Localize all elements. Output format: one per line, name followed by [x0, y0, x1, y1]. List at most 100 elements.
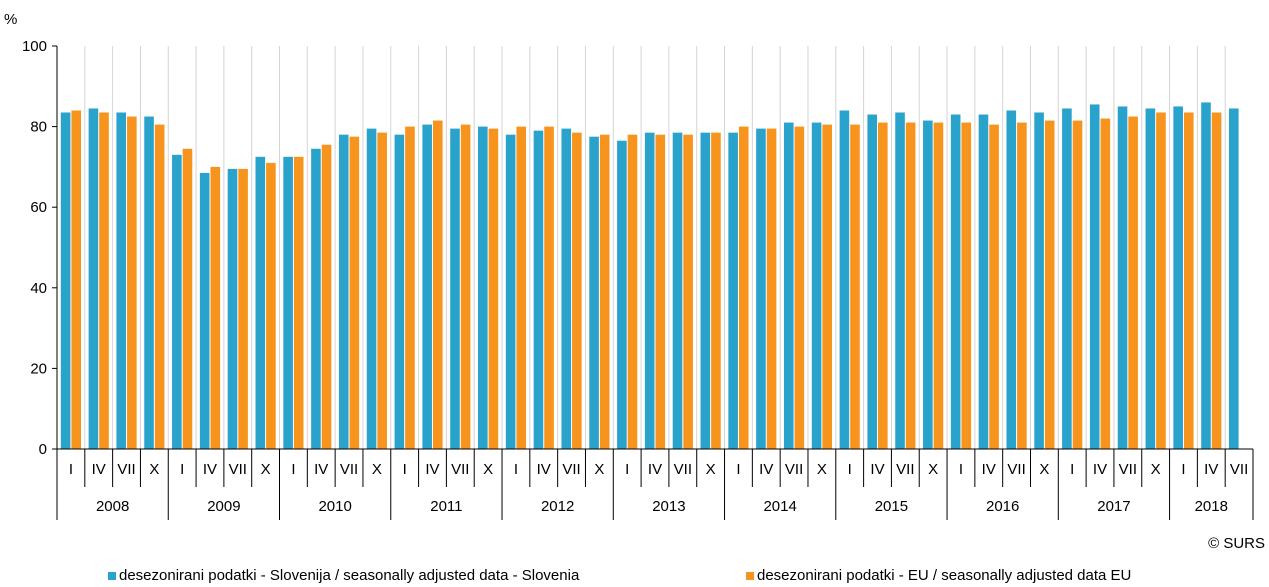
bar-slovenia	[589, 136, 599, 450]
bar-eu	[210, 166, 221, 449]
legend-item-slovenia: desezonirani podatki - Slovenija / seaso…	[108, 568, 579, 584]
x-tick-label-quarter: X	[1039, 461, 1049, 478]
bar-eu	[989, 124, 999, 450]
y-axis-unit-label: %	[4, 11, 17, 28]
bar-slovenia	[756, 128, 766, 450]
bar-slovenia	[700, 132, 711, 449]
x-tick-label-year: 2009	[207, 498, 240, 515]
x-tick-label-quarter: I	[848, 461, 852, 478]
x-tick-label-quarter: I	[69, 461, 73, 478]
bar-slovenia	[450, 128, 460, 450]
x-tick-label-quarter: I	[959, 461, 963, 478]
axes: 0 20 40 60 80 100% I IV VII X I IV VII X I IV VII X I IV VII…	[4, 11, 1254, 520]
bar-slovenia	[811, 122, 822, 449]
bar-eu	[1100, 118, 1111, 449]
bar-eu	[599, 134, 610, 449]
x-tick-label-quarter: VII	[562, 461, 580, 478]
bar-slovenia	[1145, 108, 1156, 449]
x-tick-label-year: 2015	[875, 498, 908, 515]
source-credit: © SURS	[1208, 535, 1265, 552]
x-tick-label-quarter: IV	[870, 461, 884, 478]
bar-eu	[516, 126, 527, 449]
bar-slovenia	[728, 132, 738, 449]
bar-slovenia	[1228, 108, 1239, 449]
x-tick-label-quarter: VII	[785, 461, 803, 478]
bar-eu	[822, 124, 832, 450]
x-tick-label-quarter: VII	[896, 461, 914, 478]
legend-swatch-slovenia	[108, 572, 116, 580]
bar-eu	[1183, 112, 1194, 450]
x-tick-label-year: 2017	[1097, 498, 1130, 515]
x-tick-label-year: 2014	[763, 498, 796, 515]
x-tick-label-quarter: X	[483, 461, 493, 478]
x-tick-label-quarter: X	[372, 461, 382, 478]
bar-eu	[460, 124, 471, 450]
bar-eu	[961, 122, 972, 449]
x-tick-label-quarter: IV	[759, 461, 773, 478]
bar-slovenia	[366, 128, 377, 450]
x-tick-label-quarter: VII	[1007, 461, 1025, 478]
x-tick-label-quarter: IV	[648, 461, 662, 478]
bar-slovenia	[478, 126, 488, 449]
bar-slovenia	[311, 148, 321, 449]
bar-eu	[850, 124, 860, 450]
x-tick-label-quarter: I	[403, 461, 407, 478]
x-tick-label-quarter: IV	[92, 461, 106, 478]
bar-eu	[572, 132, 582, 449]
bar-eu	[711, 132, 721, 449]
y-tick-label: 100	[22, 38, 47, 55]
bar-slovenia	[1117, 106, 1128, 449]
bar-slovenia	[88, 108, 99, 449]
x-tick-label-quarter: IV	[1204, 461, 1218, 478]
bar-eu	[99, 112, 109, 450]
bar-eu	[683, 134, 693, 449]
bar-slovenia	[867, 114, 878, 449]
x-tick-label-quarter: I	[736, 461, 740, 478]
bar-slovenia	[1173, 106, 1183, 449]
x-tick-label-year: 2010	[318, 498, 351, 515]
bar-eu	[377, 132, 387, 449]
bar-slovenia	[394, 134, 405, 449]
bar-slovenia	[255, 156, 266, 449]
bar-slovenia	[895, 112, 905, 450]
bar-eu	[1017, 122, 1027, 449]
bar-slovenia	[227, 168, 238, 450]
x-tick-label-year: 2012	[541, 498, 574, 515]
y-tick-label: 20	[30, 360, 47, 377]
x-tick-label-quarter: VII	[451, 461, 469, 478]
bar-slovenia	[950, 114, 961, 449]
bar-eu	[127, 116, 137, 450]
bar-slovenia	[644, 132, 655, 449]
x-tick-label-quarter: I	[180, 461, 184, 478]
bar-slovenia	[561, 128, 572, 450]
bar-slovenia	[923, 120, 933, 450]
bar-eu	[349, 136, 360, 450]
x-tick-label-quarter: IV	[982, 461, 996, 478]
legend-label-eu: desezonirani podatki - EU / seasonally a…	[757, 567, 1132, 584]
x-tick-label-quarter: X	[706, 461, 716, 478]
x-tick-label-quarter: I	[514, 461, 518, 478]
legend-label-slovenia: desezonirani podatki - Slovenija / seaso…	[119, 567, 580, 584]
bars	[60, 102, 1239, 450]
bar-slovenia	[533, 130, 544, 449]
x-tick-label-quarter: VII	[674, 461, 692, 478]
bar-eu	[794, 126, 805, 449]
y-tick-label: 60	[30, 199, 47, 216]
x-tick-label-quarter: IV	[314, 461, 328, 478]
bar-eu	[154, 124, 165, 450]
bar-eu	[627, 134, 638, 449]
bar-slovenia	[1201, 102, 1211, 450]
bar-slovenia	[172, 154, 182, 449]
x-tick-label-quarter: X	[817, 461, 827, 478]
bar-eu	[738, 126, 749, 449]
bar-eu	[933, 122, 944, 449]
bar-slovenia	[1062, 108, 1072, 449]
bar-eu	[1044, 120, 1055, 450]
x-tick-label-quarter: VII	[1119, 461, 1137, 478]
x-tick-label-year: 2013	[652, 498, 685, 515]
bar-slovenia	[978, 114, 989, 449]
x-tick-label-quarter: I	[291, 461, 295, 478]
bar-eu	[1072, 120, 1083, 450]
x-tick-label-quarter: X	[149, 461, 159, 478]
x-tick-label-quarter: X	[928, 461, 938, 478]
